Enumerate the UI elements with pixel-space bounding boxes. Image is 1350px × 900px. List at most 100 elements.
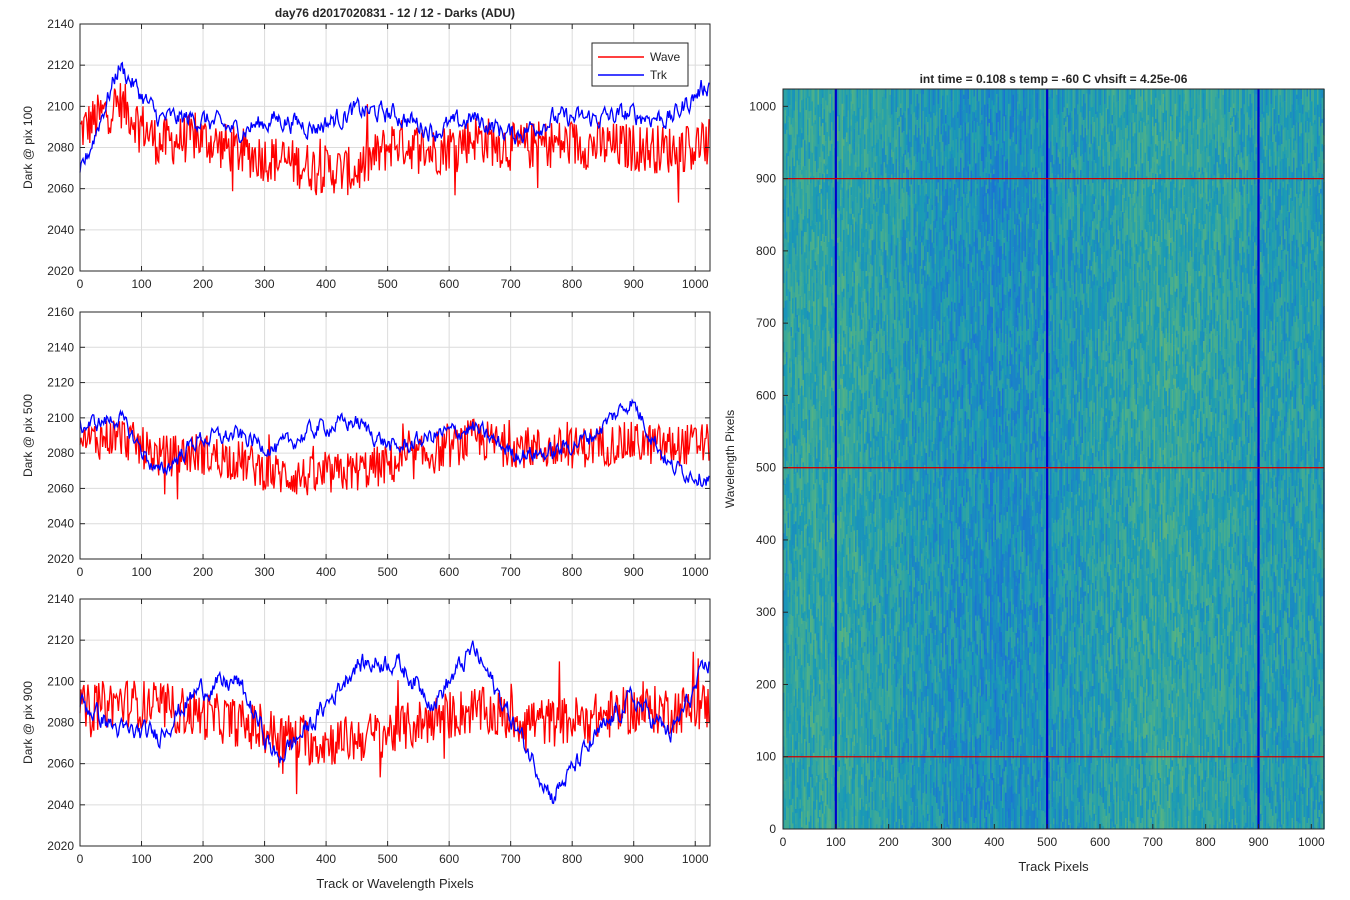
heatmap-cell [919,451,922,468]
heatmap-cell [927,558,929,565]
heatmap-cell [895,570,898,577]
heatmap-cell [874,646,877,653]
heatmap-cell [850,390,853,402]
heatmap-cell [790,246,793,273]
heatmap-cell [844,193,847,220]
heatmap-cell [841,187,844,198]
heatmap-cell [810,226,812,243]
heatmap-cell [813,734,815,754]
heatmap-cell [852,630,854,642]
heatmap-cell [931,156,934,184]
heatmap-cell [865,229,868,253]
heatmap-cell [813,134,815,144]
heatmap-cell [864,119,866,135]
heatmap-cell [855,89,857,117]
heatmap-cell [912,203,914,229]
heatmap-cell [849,347,851,352]
heatmap-cell [796,581,799,592]
heatmap-cell [873,109,875,126]
heatmap-cell [847,646,850,655]
heatmap-cell [928,602,931,616]
heatmap-cell [921,89,923,106]
heatmap-cell [849,242,851,253]
heatmap-cell [871,407,874,428]
heatmap-cell [814,809,817,828]
heatmap-cell [799,388,802,397]
heatmap-cell [813,176,815,198]
heatmap-cell [852,344,854,349]
heatmap-cell [903,112,905,132]
heatmap-cell [820,89,823,104]
heatmap-cell [903,742,905,764]
heatmap-cell [805,262,808,284]
heatmap-cell [826,105,829,133]
heatmap-cell [882,467,884,496]
heatmap-cell [844,721,847,743]
heatmap-cell [792,713,794,722]
heatmap-cell [925,314,928,342]
heatmap-cell [871,657,874,683]
heatmap-cell [825,174,827,189]
heatmap-cell [931,752,934,767]
heatmap-cell [843,693,845,718]
heatmap-cell [930,229,932,251]
heatmap-cell [858,366,860,386]
heatmap-cell [919,302,922,311]
heatmap-cell [901,728,904,748]
heatmap-cell [798,136,800,149]
heatmap-cell [786,550,788,577]
heatmap-cell [840,587,842,599]
heatmap-cell [787,584,790,591]
heatmap-cell [898,384,901,390]
heatmap-cell [922,362,925,380]
heatmap-cell [867,319,869,332]
heatmap-cell [816,265,818,278]
heatmap-cell [792,117,794,128]
heatmap-cell [873,209,875,234]
heatmap-cell [901,115,904,133]
heatmap-cell [885,401,887,423]
heatmap-cell [801,406,803,424]
heatmap-cell [852,143,854,150]
heatmap-cell [861,297,863,320]
heatmap-cell [885,314,887,336]
heatmap-cell [832,640,835,655]
heatmap-cell [913,629,916,637]
heatmap-cell [900,638,902,650]
heatmap-cell [871,307,874,329]
heatmap-cell [889,754,892,773]
series-line-wave [79,83,710,203]
heatmap-cell [912,731,914,751]
heatmap-cell [876,89,878,114]
heatmap-cell [808,251,811,270]
heatmap-cell [903,266,905,277]
heatmap-cell [870,388,872,403]
heatmap-cell [871,739,874,750]
heatmap-cell [895,267,898,291]
heatmap-cell [915,166,917,177]
heatmap-cell [900,694,902,715]
heatmap-cell [927,103,929,123]
heatmap-cell [817,325,820,339]
heatmap-cell [829,653,832,660]
heatmap-cell [796,354,799,365]
heatmap-cell [816,530,818,552]
heatmap-cell [795,167,797,188]
heatmap-cell [876,705,878,729]
heatmap-cell [825,323,827,329]
heatmap-cell [828,808,830,821]
heatmap-cell [819,817,821,830]
heatmap-cell [915,89,917,107]
heatmap-cell [841,420,844,433]
heatmap-cell [804,332,806,348]
heatmap-cell [805,727,808,742]
heatmap-cell [825,527,827,547]
heatmap-cell [916,508,919,531]
heatmap-cell [933,199,935,222]
heatmap-cell [784,807,787,821]
heatmap-cell [823,802,826,814]
heatmap-cell [793,567,796,581]
heatmap-cell [825,165,827,175]
heatmap-cell [786,633,788,661]
heatmap-cell [852,264,854,273]
